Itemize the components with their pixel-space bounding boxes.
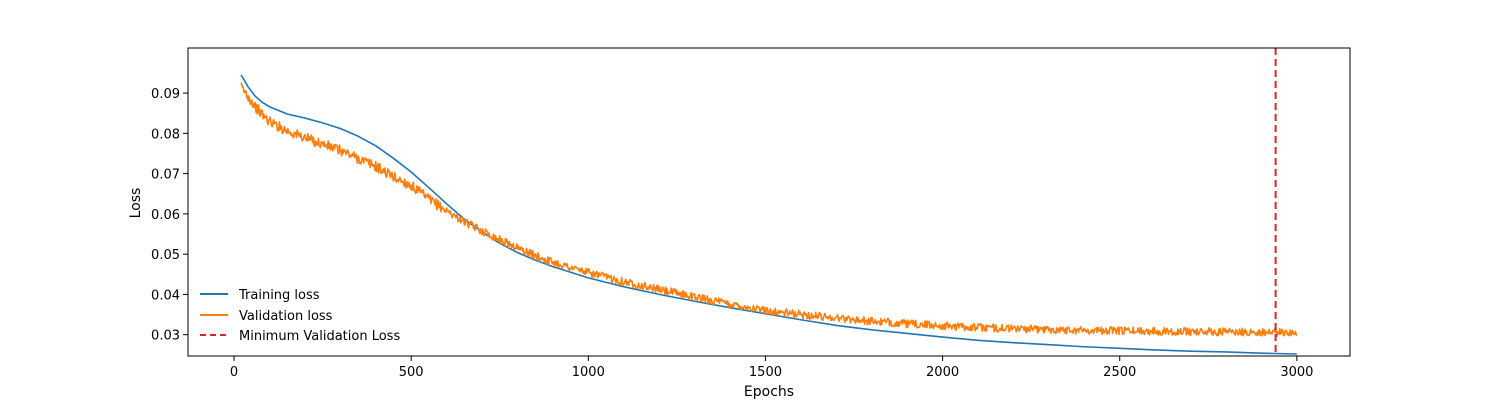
x-tick-label: 1500 xyxy=(749,365,782,380)
y-axis-label: Loss xyxy=(128,188,144,219)
x-axis-label: Epochs xyxy=(744,384,794,400)
x-tick-label: 0 xyxy=(230,365,238,380)
x-tick-label: 500 xyxy=(399,365,424,380)
axes xyxy=(187,47,1351,357)
y-tick-label: 0.06 xyxy=(151,208,180,223)
y-tick-label: 0.07 xyxy=(151,168,180,183)
y-tick-label: 0.09 xyxy=(151,87,180,102)
x-tick-label: 2500 xyxy=(1103,365,1136,380)
series-line-validation xyxy=(240,82,1298,337)
x-tick-label: 1000 xyxy=(572,365,605,380)
legend: Training loss Validation loss Minimum Va… xyxy=(200,288,400,344)
legend-min-val-label: Minimum Validation Loss xyxy=(239,329,400,344)
legend-validation-label: Validation loss xyxy=(239,309,333,324)
y-axis-ticks: 0.03 0.04 0.05 0.06 0.07 0.08 0.09 xyxy=(151,87,188,344)
series-line-training xyxy=(240,74,1297,355)
x-tick-label: 3000 xyxy=(1280,365,1313,380)
legend-training-label: Training loss xyxy=(238,288,320,303)
x-tick-label: 2000 xyxy=(926,365,959,380)
y-tick-label: 0.08 xyxy=(151,127,180,142)
x-axis-ticks: 0 500 1000 1500 2000 2500 3000 xyxy=(230,356,1313,380)
y-tick-label: 0.04 xyxy=(151,288,180,303)
y-tick-label: 0.03 xyxy=(151,329,180,344)
y-tick-label: 0.05 xyxy=(151,248,180,263)
plot-lines xyxy=(240,48,1298,356)
plot-frame xyxy=(187,47,1351,357)
